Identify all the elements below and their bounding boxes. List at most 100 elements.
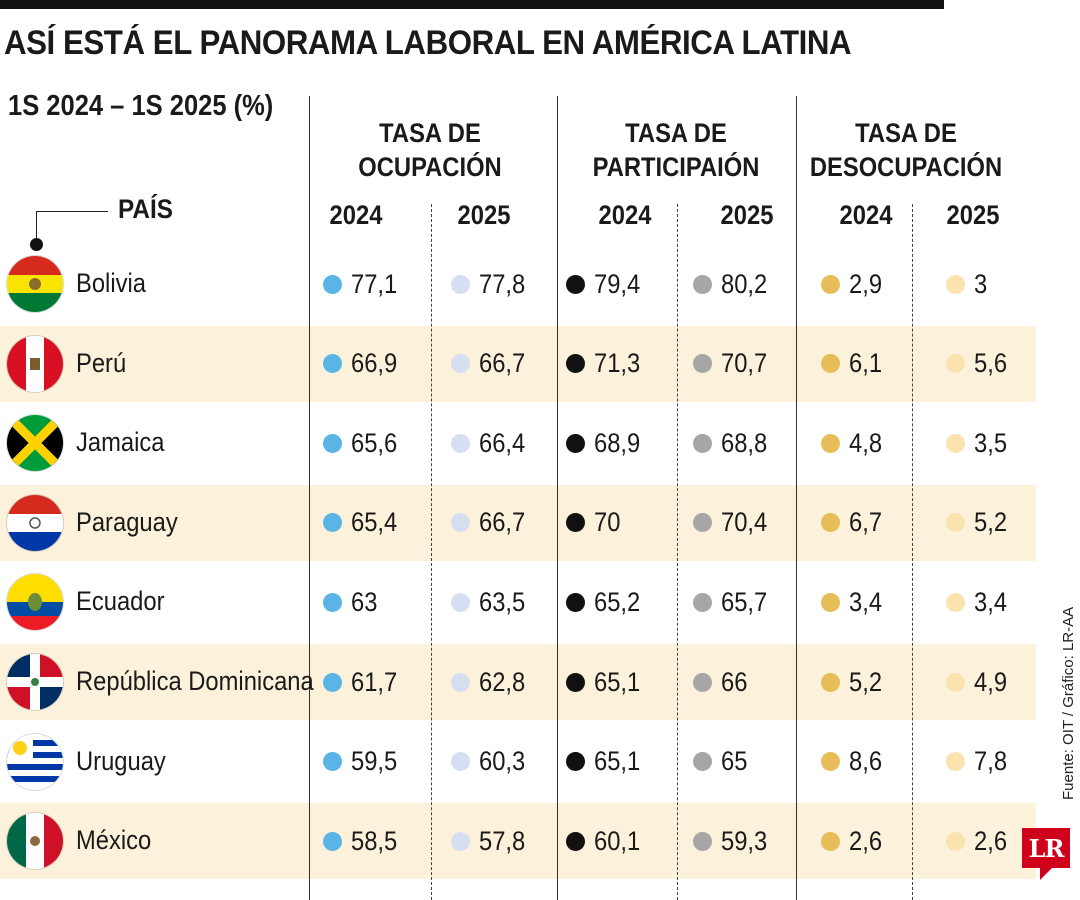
- value-cell-desocupacion-2025: 3,5: [946, 428, 1012, 458]
- year-label: 2024: [839, 200, 893, 230]
- legend-dot-ocupacion-2024: [323, 513, 342, 533]
- legend-dot-participacion-2025: [693, 752, 712, 772]
- value-label: 65: [721, 746, 748, 777]
- value-cell-participacion-2025: 80,2: [693, 269, 774, 299]
- value-cell-ocupacion-2025: 77,8: [451, 269, 532, 299]
- legend-dot-desocupacion-2024: [821, 513, 840, 533]
- legend-dot-desocupacion-2024: [821, 831, 840, 851]
- value-cell-ocupacion-2024: 65,4: [323, 507, 404, 538]
- value-cell-desocupacion-2025: 7,8: [946, 746, 1012, 777]
- value-cell-participacion-2025: 70,4: [693, 507, 774, 538]
- value-label: 65,1: [594, 666, 641, 697]
- country-name: República Dominicana: [76, 666, 314, 696]
- value-cell-ocupacion-2024: 58,5: [323, 826, 404, 856]
- value-cell-ocupacion-2024: 59,5: [323, 746, 404, 777]
- jamaica-flag-icon: [7, 415, 63, 472]
- value-label: 8,6: [849, 746, 883, 777]
- value-label: 68,8: [721, 427, 768, 458]
- legend-dot-desocupacion-2024: [821, 433, 840, 453]
- legend-dot-desocupacion-2024: [821, 592, 840, 612]
- value-cell-ocupacion-2024: 65,6: [323, 428, 404, 458]
- legend-dot-participacion-2024: [566, 274, 585, 294]
- value-cell-participacion-2024: 71,3: [566, 348, 647, 379]
- legend-dot-participacion-2024: [566, 752, 585, 772]
- legend-dot-participacion-2025: [693, 592, 712, 612]
- value-cell-desocupacion-2024: 5,2: [821, 667, 887, 697]
- value-label: 3,5: [974, 427, 1008, 458]
- legend-dot-participacion-2024: [566, 354, 585, 374]
- value-label: 3: [974, 268, 988, 299]
- value-label: 7,8: [974, 746, 1008, 777]
- legend-dot-ocupacion-2024: [323, 433, 342, 453]
- chart-subtitle: 1S 2024 – 1S 2025 (%): [8, 90, 274, 122]
- value-label: 2,9: [849, 268, 883, 299]
- mexico-flag-icon: [7, 813, 63, 870]
- value-cell-ocupacion-2025: 66,7: [451, 507, 532, 538]
- header-participacion: TASA DE PARTICIPAIÓN: [592, 118, 760, 182]
- value-label: 6,1: [849, 348, 883, 379]
- year-label: 2025: [457, 200, 511, 230]
- value-cell-desocupacion-2025: 3,4: [946, 587, 1012, 617]
- value-cell-participacion-2024: 65,1: [566, 667, 647, 697]
- peru-flag-icon: [7, 335, 63, 392]
- legend-dot-participacion-2024: [566, 592, 585, 612]
- top-rule: [0, 0, 944, 9]
- value-label: 2,6: [974, 825, 1008, 856]
- row-highlight: [0, 484, 1036, 561]
- value-cell-ocupacion-2025: 66,7: [451, 348, 532, 379]
- value-label: 77,8: [479, 268, 526, 299]
- legend-dot-desocupacion-2025: [946, 513, 965, 533]
- country-name: Paraguay: [76, 506, 178, 537]
- year-label: 2025: [946, 200, 1000, 230]
- legend-dot-participacion-2025: [693, 433, 712, 453]
- value-cell-ocupacion-2025: 66,4: [451, 428, 532, 458]
- year-label: 2024: [598, 200, 652, 230]
- legend-dot-desocupacion-2024: [821, 752, 840, 772]
- value-cell-ocupacion-2024: 66,9: [323, 348, 404, 379]
- country-name: Perú: [76, 347, 127, 378]
- separator-line: [557, 96, 558, 900]
- value-label: 65,4: [351, 507, 398, 538]
- legend-dot-participacion-2025: [693, 513, 712, 533]
- legend-dot-participacion-2024: [566, 513, 585, 533]
- legend-dot-ocupacion-2024: [323, 354, 342, 374]
- chart-title: ASÍ ESTÁ EL PANORAMA LABORAL EN AMÉRICA …: [4, 24, 852, 62]
- callout-line: [36, 211, 37, 243]
- legend-dot-participacion-2024: [566, 433, 585, 453]
- legend-dot-ocupacion-2024: [323, 752, 342, 772]
- value-label: 2,6: [849, 825, 883, 856]
- legend-dot-participacion-2025: [693, 274, 712, 294]
- value-label: 59,3: [721, 825, 768, 856]
- value-cell-ocupacion-2024: 77,1: [323, 269, 404, 299]
- value-label: 3,4: [849, 586, 883, 617]
- legend-dot-desocupacion-2025: [946, 433, 965, 453]
- legend-dot-participacion-2024: [566, 831, 585, 851]
- legend-dot-ocupacion-2025: [451, 592, 470, 612]
- value-label: 3,4: [974, 586, 1008, 617]
- ecuador-flag-icon: [7, 574, 63, 631]
- value-label: 70: [594, 507, 621, 538]
- value-cell-desocupacion-2024: 2,9: [821, 269, 887, 299]
- value-label: 66,9: [351, 348, 398, 379]
- legend-dot-ocupacion-2025: [451, 274, 470, 294]
- value-cell-desocupacion-2024: 4,8: [821, 428, 887, 458]
- legend-dot-ocupacion-2025: [451, 513, 470, 533]
- value-cell-desocupacion-2024: 6,7: [821, 507, 887, 538]
- value-label: 6,7: [849, 507, 883, 538]
- value-label: 63,5: [479, 586, 526, 617]
- legend-dot-desocupacion-2025: [946, 274, 965, 294]
- callout-line: [36, 211, 108, 212]
- value-label: 62,8: [479, 666, 526, 697]
- legend-dot-desocupacion-2025: [946, 752, 965, 772]
- header-desocupacion: TASA DE DESOCUPACIÓN: [809, 118, 1003, 182]
- value-cell-desocupacion-2024: 6,1: [821, 348, 887, 379]
- value-label: 57,8: [479, 825, 526, 856]
- legend-dot-ocupacion-2025: [451, 831, 470, 851]
- separator-line: [309, 96, 310, 900]
- dashed-separator: [431, 204, 432, 900]
- legend-dot-ocupacion-2025: [451, 433, 470, 453]
- value-cell-participacion-2024: 65,1: [566, 746, 647, 777]
- value-label: 4,9: [974, 666, 1008, 697]
- bolivia-flag-icon: [7, 256, 63, 312]
- country-column-label: PAÍS: [118, 194, 173, 224]
